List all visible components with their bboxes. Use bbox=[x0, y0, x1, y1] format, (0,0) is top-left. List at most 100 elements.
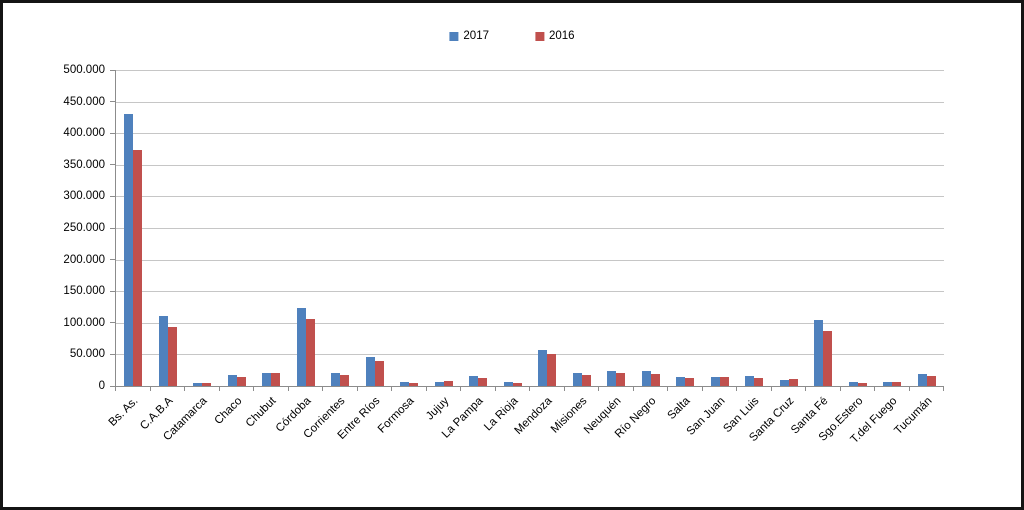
bar-2016-Jujuy bbox=[443, 381, 453, 386]
y-tick-mark bbox=[110, 195, 115, 197]
y-tick-label: 250.000 bbox=[63, 222, 105, 234]
y-tick-label: 100.000 bbox=[63, 316, 105, 329]
bar-2017-C.A.B.A bbox=[158, 316, 168, 386]
bar-2017-Sgo.Estero bbox=[848, 382, 858, 386]
bar-2017-Río Negro bbox=[641, 371, 651, 386]
y-tick-label: 500.000 bbox=[63, 64, 105, 76]
bar-2016-Corrientes bbox=[340, 375, 350, 386]
gridline-250000 bbox=[116, 228, 944, 229]
y-tick-mark bbox=[110, 69, 115, 71]
y-tick-label: 400.000 bbox=[63, 127, 105, 140]
bar-2017-San Juan bbox=[710, 377, 720, 386]
legend-swatch-2016 bbox=[535, 31, 544, 41]
x-tick-mark bbox=[356, 387, 358, 391]
x-tick-mark bbox=[391, 387, 392, 391]
x-tick-mark bbox=[149, 387, 151, 391]
y-tick-label: 300.000 bbox=[63, 190, 105, 203]
bar-2017-Formosa bbox=[400, 382, 410, 386]
bar-2017-Catamarca bbox=[193, 383, 203, 386]
x-tick-mark bbox=[184, 387, 185, 391]
x-tick-mark bbox=[736, 387, 737, 391]
bar-2016-Tucumán bbox=[926, 376, 936, 386]
bar-2017-Corrientes bbox=[331, 373, 341, 386]
bar-2017-Santa Cruz bbox=[779, 380, 789, 386]
y-tick-label: 50.000 bbox=[69, 348, 105, 361]
bar-2017-Misiones bbox=[572, 373, 582, 386]
bar-2017-Chaco bbox=[227, 375, 237, 386]
x-tick-mark bbox=[494, 387, 496, 391]
y-tick-mark bbox=[110, 132, 115, 134]
bar-2017-La Rioja bbox=[503, 382, 513, 386]
y-tick-mark bbox=[110, 353, 115, 355]
bar-2016-Mendoza bbox=[547, 354, 557, 386]
x-tick-mark bbox=[529, 387, 530, 391]
legend-label: 2016 bbox=[549, 30, 575, 42]
x-tick-mark bbox=[770, 387, 772, 391]
legend-swatch-2017 bbox=[449, 31, 459, 41]
bar-2016-T.del Fuego bbox=[892, 382, 902, 386]
y-tick-label: 150.000 bbox=[63, 285, 105, 298]
x-tick-mark bbox=[839, 387, 841, 391]
bar-2017-Neuquén bbox=[607, 371, 617, 386]
x-tick-mark bbox=[253, 387, 254, 391]
y-tick-mark bbox=[110, 164, 115, 166]
gridline-450000 bbox=[116, 101, 944, 103]
y-tick-mark bbox=[110, 322, 115, 324]
x-tick-mark bbox=[598, 387, 599, 391]
bar-2016-Córdoba bbox=[305, 319, 315, 386]
y-tick-mark bbox=[110, 227, 115, 229]
bar-2017-Córdoba bbox=[296, 308, 306, 386]
bar-2016-La Rioja bbox=[512, 383, 522, 386]
bar-2016-Río Negro bbox=[650, 374, 660, 386]
x-tick-mark bbox=[908, 387, 910, 391]
bar-2016-Salta bbox=[685, 378, 695, 386]
y-tick-mark bbox=[110, 101, 115, 103]
x-tick-mark bbox=[425, 387, 427, 391]
bar-2016-Formosa bbox=[409, 383, 419, 386]
bar-2016-San Luis bbox=[754, 378, 764, 386]
bar-2016-Bs. As. bbox=[133, 150, 143, 386]
x-tick-mark bbox=[460, 387, 461, 391]
bar-2017-Tucumán bbox=[917, 374, 927, 386]
gridline-50000 bbox=[116, 354, 944, 356]
gridline-500000 bbox=[116, 70, 944, 71]
y-tick-label: 450.000 bbox=[63, 95, 105, 108]
bar-2017-Entre Ríos bbox=[365, 357, 375, 386]
bar-2016-Misiones bbox=[581, 375, 591, 386]
x-tick-mark bbox=[701, 387, 703, 391]
bar-2016-Sgo.Estero bbox=[857, 383, 867, 386]
bar-2017-Bs. As. bbox=[124, 114, 134, 386]
bar-2017-Santa Fé bbox=[814, 320, 824, 386]
bar-2016-Entre Ríos bbox=[374, 361, 384, 386]
gridline-350000 bbox=[116, 164, 944, 166]
y-tick-mark bbox=[110, 385, 115, 387]
bar-2016-Neuquén bbox=[616, 373, 626, 386]
x-tick-mark bbox=[322, 387, 323, 391]
x-tick-mark bbox=[563, 387, 565, 391]
bar-2017-Jujuy bbox=[434, 382, 444, 386]
x-tick-mark bbox=[805, 387, 806, 391]
y-tick-mark bbox=[110, 290, 115, 292]
x-tick-mark bbox=[632, 387, 634, 391]
chart-legend: 2017 2016 bbox=[449, 30, 575, 42]
x-tick-mark bbox=[115, 387, 116, 391]
legend-item-2017: 2017 bbox=[449, 30, 489, 42]
gridline-200000 bbox=[116, 259, 944, 261]
x-tick-mark bbox=[874, 387, 875, 391]
bar-2016-Santa Cruz bbox=[788, 379, 798, 386]
x-tick-mark bbox=[667, 387, 668, 391]
y-tick-mark bbox=[110, 259, 115, 261]
bar-2016-Santa Fé bbox=[823, 331, 833, 386]
legend-label: 2017 bbox=[463, 30, 489, 42]
gridline-100000 bbox=[116, 322, 944, 324]
bar-2017-T.del Fuego bbox=[883, 382, 893, 386]
bar-2017-Chubut bbox=[262, 373, 272, 386]
y-tick-label: 200.000 bbox=[63, 253, 105, 266]
y-tick-label: 0 bbox=[98, 380, 105, 392]
bar-2017-Mendoza bbox=[538, 350, 548, 386]
x-tick-mark bbox=[943, 387, 944, 391]
bar-2016-San Juan bbox=[719, 377, 729, 386]
bar-2017-San Luis bbox=[745, 376, 755, 386]
bar-2016-Chaco bbox=[236, 377, 246, 386]
x-tick-mark bbox=[218, 387, 220, 391]
